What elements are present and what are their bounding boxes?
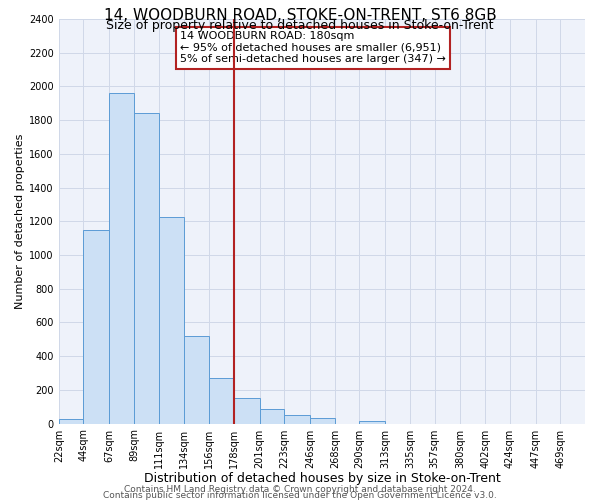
Text: Contains public sector information licensed under the Open Government Licence v3: Contains public sector information licen…	[103, 490, 497, 500]
Bar	[310, 418, 335, 424]
Bar	[234, 398, 260, 423]
Text: Contains HM Land Registry data © Crown copyright and database right 2024.: Contains HM Land Registry data © Crown c…	[124, 485, 476, 494]
Y-axis label: Number of detached properties: Number of detached properties	[15, 134, 25, 309]
X-axis label: Distribution of detached houses by size in Stoke-on-Trent: Distribution of detached houses by size …	[143, 472, 500, 485]
Bar	[59, 418, 83, 424]
Bar	[83, 230, 109, 424]
Bar	[260, 410, 284, 424]
Bar	[158, 217, 184, 424]
Bar	[109, 93, 134, 424]
Bar	[134, 114, 158, 424]
Text: Size of property relative to detached houses in Stoke-on-Trent: Size of property relative to detached ho…	[106, 19, 494, 32]
Bar	[284, 415, 310, 424]
Text: 14, WOODBURN ROAD, STOKE-ON-TRENT, ST6 8GB: 14, WOODBURN ROAD, STOKE-ON-TRENT, ST6 8…	[104, 8, 496, 22]
Bar	[209, 378, 234, 424]
Bar	[184, 336, 209, 424]
Text: 14 WOODBURN ROAD: 180sqm
← 95% of detached houses are smaller (6,951)
5% of semi: 14 WOODBURN ROAD: 180sqm ← 95% of detach…	[180, 31, 446, 64]
Bar	[359, 421, 385, 424]
